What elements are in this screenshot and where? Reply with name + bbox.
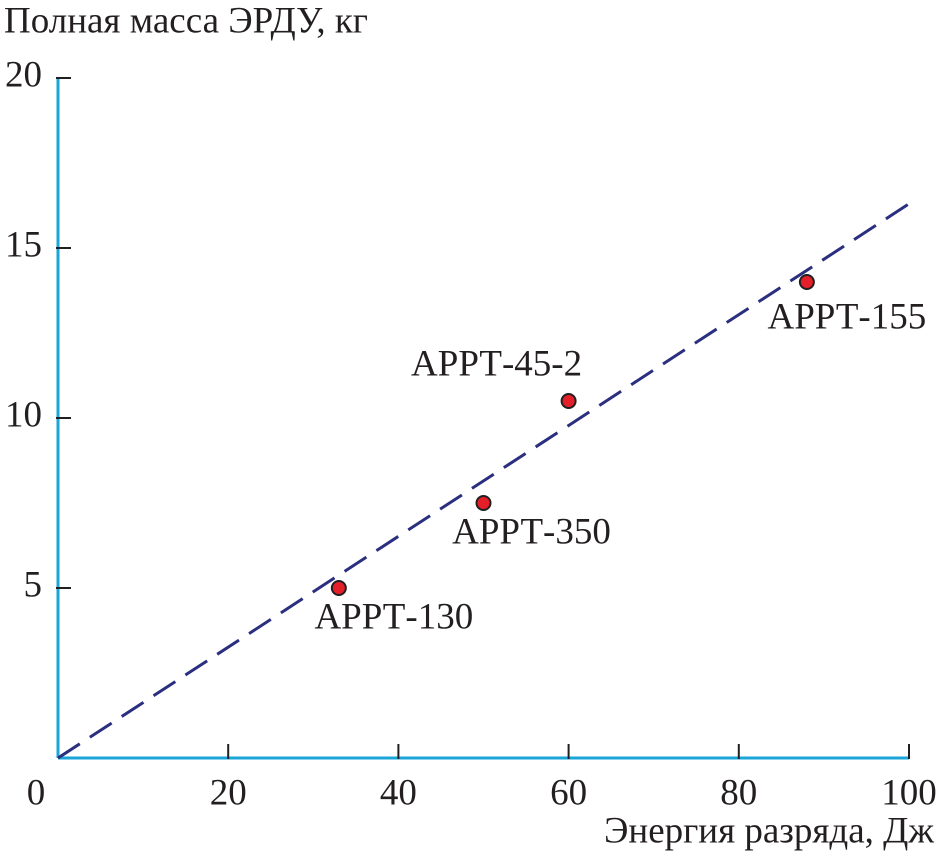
y-tick-label: 5 [24,564,43,605]
data-point [475,495,492,511]
x-axis-label: Энергия разряда, Дж [604,810,934,851]
x-tick-label: 40 [380,772,417,813]
x-tick-label: 0 [27,772,46,813]
point-label: АРРТ-350 [452,511,611,552]
point-label: АРРТ-45-2 [411,343,582,384]
data-point [330,580,347,596]
chart-title: Полная масса ЭРДУ, кг [4,0,368,41]
y-tick-label: 20 [5,54,42,95]
point-label: АРРТ-155 [768,296,927,337]
y-tick-label: 15 [5,224,42,265]
x-tick-label: 20 [210,772,247,813]
data-point [798,274,815,290]
data-point [560,393,577,409]
point-label: АРРТ-130 [314,596,473,637]
trend-line [57,202,910,760]
x-tick-label: 60 [550,772,587,813]
y-tick-label: 10 [5,394,42,435]
x-tick-label: 100 [881,772,937,813]
x-tick-label: 80 [720,772,757,813]
